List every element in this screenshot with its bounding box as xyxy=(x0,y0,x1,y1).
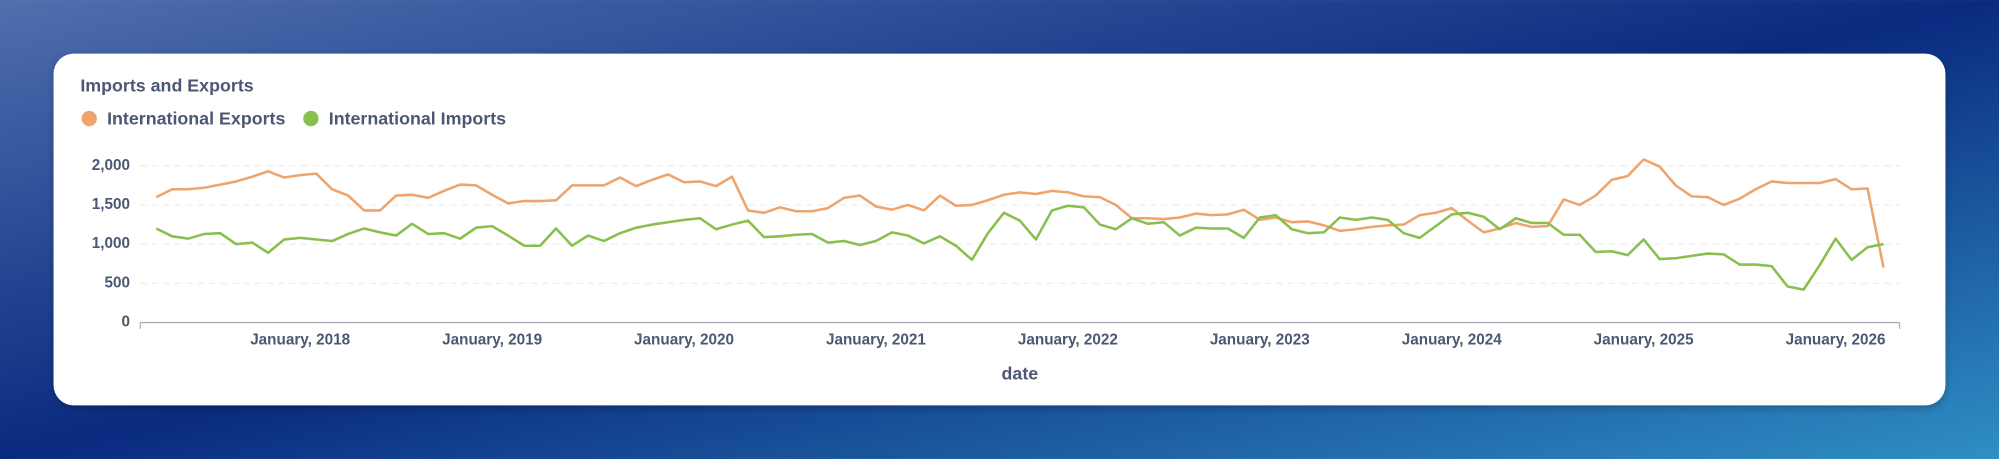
y-tick-label: 500 xyxy=(105,274,130,291)
x-tick-label: January, 2019 xyxy=(442,331,542,348)
legend-marker xyxy=(81,110,97,127)
x-tick-label: January, 2023 xyxy=(1210,331,1310,348)
legend: International Exports International Impor… xyxy=(81,109,506,129)
y-tick-label: 1,500 xyxy=(92,196,130,213)
x-tick-label: January, 2025 xyxy=(1594,331,1694,348)
legend-marker xyxy=(303,110,319,127)
x-tick-label: January, 2020 xyxy=(634,331,734,348)
card xyxy=(53,53,1946,406)
x-tick-label: January, 2022 xyxy=(1018,331,1118,348)
chart-title: Imports and Exports xyxy=(80,75,253,95)
series-line xyxy=(155,158,1885,268)
x-tick-label: January, 2024 xyxy=(1402,331,1502,348)
x-axis-label: date xyxy=(1002,364,1039,384)
y-tick-label: 2,000 xyxy=(92,157,130,174)
x-tick-label: January, 2026 xyxy=(1786,331,1886,348)
legend-label: International Imports xyxy=(329,109,506,129)
y-tick-label: 0 xyxy=(122,314,131,331)
x-tick-label: January, 2021 xyxy=(826,331,926,348)
y-tick-label: 1,000 xyxy=(92,235,130,252)
x-tick-label: January, 2018 xyxy=(250,331,350,348)
series-line xyxy=(155,204,1884,291)
legend-label: International Exports xyxy=(107,109,285,129)
